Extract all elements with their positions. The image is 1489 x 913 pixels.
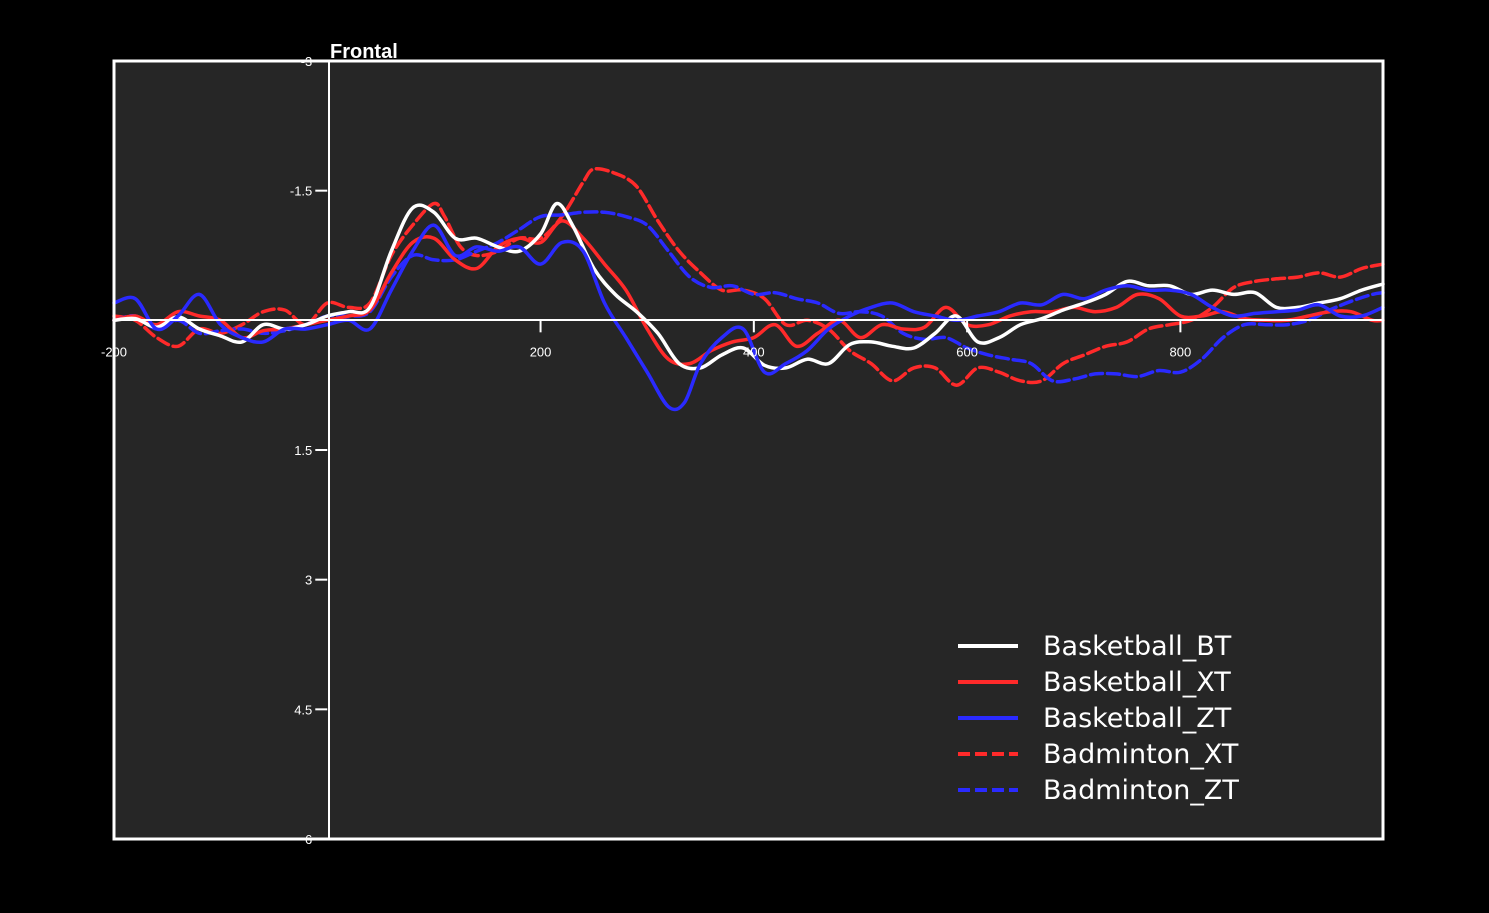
plot-frame xyxy=(112,59,1385,841)
legend-label: Badminton_XT xyxy=(1043,739,1239,770)
x-tick-label: 600 xyxy=(956,344,978,359)
axes-layer xyxy=(114,61,1383,839)
legend-label: Badminton_ZT xyxy=(1043,775,1239,806)
legend-label: Basketball_ZT xyxy=(1043,703,1232,734)
x-tick-label: 200 xyxy=(530,344,552,359)
x-tick-label: 400 xyxy=(743,344,765,359)
y-tick-label: 3 xyxy=(305,573,312,588)
x-tick-label: 800 xyxy=(1170,344,1192,359)
y-tick-label: 4.5 xyxy=(294,702,312,717)
series-line-basketball-zt xyxy=(112,223,1385,412)
series-line-basketball-bt xyxy=(112,201,1385,371)
y-tick-label: -1.5 xyxy=(290,184,312,199)
y-tick-label: 1.5 xyxy=(294,443,312,458)
legend-label: Basketball_BT xyxy=(1043,631,1232,662)
chart-title: Frontal xyxy=(330,41,398,63)
legend-label: Basketball_XT xyxy=(1043,667,1231,698)
legend: Basketball_BT Basketball_XT Basketball_ZT B… xyxy=(958,631,1239,806)
